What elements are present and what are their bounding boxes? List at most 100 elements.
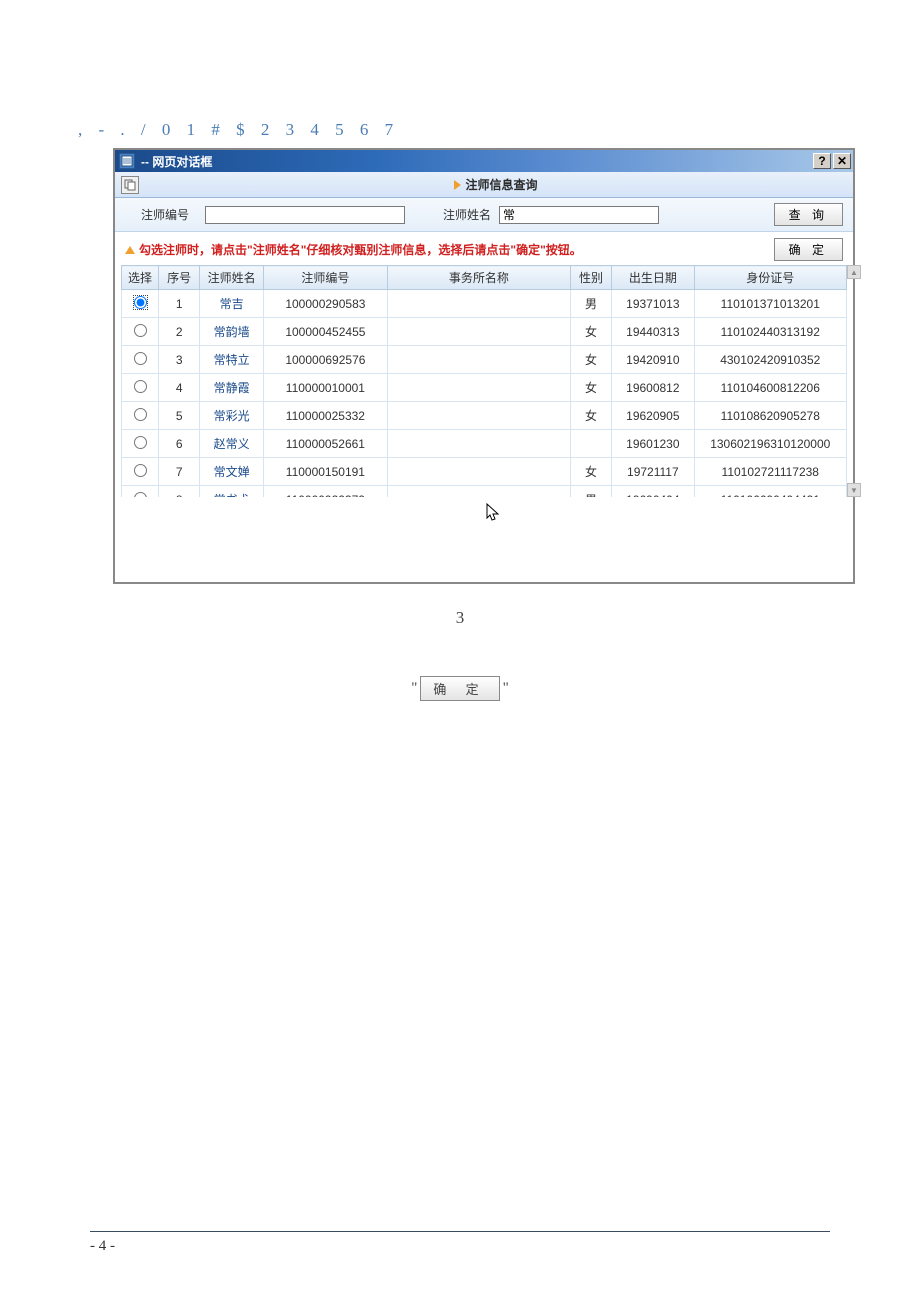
table-row[interactable]: 4常静霞110000010001 女19600812110104600812206 xyxy=(122,374,847,402)
row-firm xyxy=(387,290,570,318)
col-dob: 出生日期 xyxy=(612,266,694,290)
table-row[interactable]: 6赵常义110000052661196012301306021963101200… xyxy=(122,430,847,458)
panel-header: 注师信息查询 xyxy=(115,172,853,198)
col-id: 注师编号 xyxy=(264,266,388,290)
id-input[interactable] xyxy=(205,206,405,224)
row-firm xyxy=(387,346,570,374)
cursor-icon xyxy=(485,503,920,528)
name-input[interactable] xyxy=(499,206,659,224)
instruction-text: 勾选注师时，请点击"注师姓名"仔细核对甄别注师信息，选择后请点击"确定"按钮。 xyxy=(139,241,774,258)
row-id: 110000052661 xyxy=(264,430,388,458)
row-sex: 女 xyxy=(570,458,611,486)
col-select: 选择 xyxy=(122,266,159,290)
row-nid: 110106690404421 xyxy=(694,486,846,498)
row-nid: 430102420910352 xyxy=(694,346,846,374)
row-sex: 女 xyxy=(570,402,611,430)
col-nid: 身份证号 xyxy=(694,266,846,290)
col-sex: 性别 xyxy=(570,266,611,290)
row-select[interactable] xyxy=(122,458,159,486)
row-firm xyxy=(387,458,570,486)
row-select[interactable] xyxy=(122,290,159,318)
search-bar: 注师编号 注师姓名 查 询 xyxy=(115,198,853,232)
row-nid: 110102440313192 xyxy=(694,318,846,346)
row-sex: 女 xyxy=(570,346,611,374)
row-sex: 男 xyxy=(570,486,611,498)
row-sex xyxy=(570,430,611,458)
row-nid: 110104600812206 xyxy=(694,374,846,402)
confirm-button[interactable]: 确 定 xyxy=(774,238,843,261)
row-firm xyxy=(387,318,570,346)
table-row[interactable]: 3常特立100000692576 女19420910430102420910352 xyxy=(122,346,847,374)
row-firm xyxy=(387,402,570,430)
row-nid: 110108620905278 xyxy=(694,402,846,430)
row-dob: 19371013 xyxy=(612,290,694,318)
dialog-title: -- 网页对话框 xyxy=(141,153,212,170)
row-firm xyxy=(387,430,570,458)
row-name[interactable]: 常特立 xyxy=(200,346,264,374)
close-button[interactable]: ✕ xyxy=(833,153,851,169)
row-name[interactable]: 常韵墙 xyxy=(200,318,264,346)
row-select[interactable] xyxy=(122,374,159,402)
row-dob: 19601230 xyxy=(612,430,694,458)
copy-icon[interactable] xyxy=(121,176,139,194)
page-footer: - 4 - xyxy=(90,1231,830,1255)
figure-number: 3 xyxy=(0,608,920,628)
col-firm: 事务所名称 xyxy=(387,266,570,290)
app-icon xyxy=(119,153,135,169)
row-id: 100000290583 xyxy=(264,290,388,318)
header-code-line: , - . / 0 1 # $ 2 3 4 5 6 7 xyxy=(0,0,920,148)
table-row[interactable]: 2常韵墙100000452455女19440313110102440313192 xyxy=(122,318,847,346)
row-dob: 19600812 xyxy=(612,374,694,402)
row-select[interactable] xyxy=(122,318,159,346)
row-nid: 110102721117238 xyxy=(694,458,846,486)
row-index: 2 xyxy=(159,318,200,346)
query-button[interactable]: 查 询 xyxy=(774,203,843,226)
table-row[interactable]: 7常文婵110000150191 女19721117110102721117238 xyxy=(122,458,847,486)
row-dob: 19690404 xyxy=(612,486,694,498)
row-id: 110000010001 xyxy=(264,374,388,402)
row-name[interactable]: 常静霞 xyxy=(200,374,264,402)
dialog-window: -- 网页对话框 ? ✕ 注师信息查询 注师编号 注师姓名 查 询 xyxy=(113,148,855,584)
table-row[interactable]: 8常书术110000922372 男19690404110106690404421 xyxy=(122,486,847,498)
id-label: 注师编号 xyxy=(125,206,205,223)
table-row[interactable]: 1常吉100000290583男19371013110101371013201 xyxy=(122,290,847,318)
row-nid: 110101371013201 xyxy=(694,290,846,318)
row-dob: 19620905 xyxy=(612,402,694,430)
row-sex: 女 xyxy=(570,374,611,402)
row-select[interactable] xyxy=(122,346,159,374)
row-id: 110000922372 xyxy=(264,486,388,498)
table-header-row: 选择 序号 注师姓名 注师编号 事务所名称 性别 出生日期 身份证号 xyxy=(122,266,847,290)
table-row[interactable]: 5常彩光110000025332女19620905110108620905278 xyxy=(122,402,847,430)
row-index: 4 xyxy=(159,374,200,402)
row-index: 7 xyxy=(159,458,200,486)
panel-title: 注师信息查询 xyxy=(465,176,537,193)
confirm-caption: "确 定" xyxy=(0,676,920,701)
row-dob: 19721117 xyxy=(612,458,694,486)
results-table: 选择 序号 注师姓名 注师编号 事务所名称 性别 出生日期 身份证号 1常吉10… xyxy=(121,265,847,497)
row-name[interactable]: 常吉 xyxy=(200,290,264,318)
row-dob: 19420910 xyxy=(612,346,694,374)
row-name[interactable]: 常书术 xyxy=(200,486,264,498)
scroll-up-icon[interactable]: ▲ xyxy=(847,265,861,279)
warning-icon xyxy=(125,246,135,254)
row-select[interactable] xyxy=(122,402,159,430)
row-index: 8 xyxy=(159,486,200,498)
col-name: 注师姓名 xyxy=(200,266,264,290)
row-name[interactable]: 赵常义 xyxy=(200,430,264,458)
row-index: 1 xyxy=(159,290,200,318)
row-sex: 女 xyxy=(570,318,611,346)
row-id: 100000692576 xyxy=(264,346,388,374)
row-select[interactable] xyxy=(122,486,159,498)
scroll-down-icon[interactable]: ▼ xyxy=(847,483,861,497)
row-name[interactable]: 常文婵 xyxy=(200,458,264,486)
help-button[interactable]: ? xyxy=(813,153,831,169)
row-firm xyxy=(387,374,570,402)
row-id: 110000150191 xyxy=(264,458,388,486)
row-index: 5 xyxy=(159,402,200,430)
row-name[interactable]: 常彩光 xyxy=(200,402,264,430)
titlebar: -- 网页对话框 ? ✕ xyxy=(115,150,853,172)
row-select[interactable] xyxy=(122,430,159,458)
row-dob: 19440313 xyxy=(612,318,694,346)
row-index: 3 xyxy=(159,346,200,374)
confirm-button-sample: 确 定 xyxy=(420,676,499,701)
